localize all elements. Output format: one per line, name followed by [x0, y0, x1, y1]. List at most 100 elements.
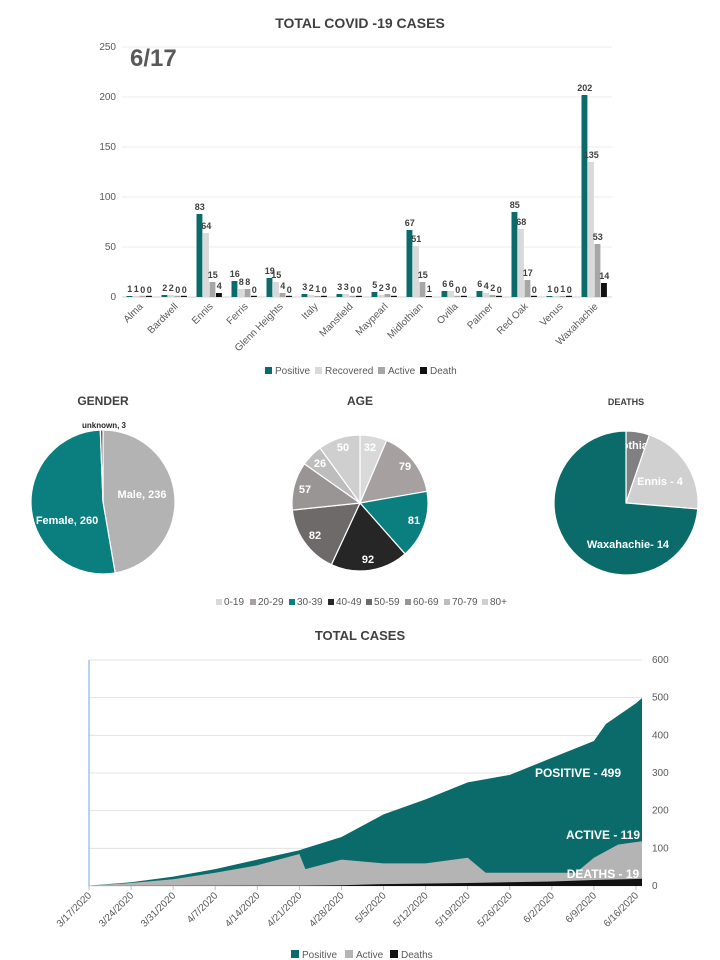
legend-label-positive: Positive [275, 366, 310, 377]
bar-data-label: 16 [230, 269, 240, 279]
bar-data-label: 83 [195, 202, 205, 212]
bar-ovilla-positive [441, 291, 448, 297]
pie-slice-79 [359, 439, 428, 504]
pie-charts-row: GENDER AGE DEATHS Male, 236 Female, 260 un… [30, 394, 699, 608]
legend-swatch-recovered [315, 367, 322, 374]
area-series-positive [89, 698, 642, 886]
bar-ferris-recovered [238, 289, 244, 297]
bar-data-label: 0 [497, 285, 502, 295]
bar-x-tick-label: Red Oak [495, 301, 531, 337]
age-legend-swatch-20-29 [250, 599, 256, 605]
bar-red-oak-death [531, 295, 537, 297]
bar-data-label: 0 [175, 285, 180, 295]
bar-data-label: 4 [217, 281, 222, 291]
bar-x-tick-label: Ennis [190, 301, 215, 326]
bar-palmer-active [489, 295, 496, 297]
age-legend-label-20-29: 20-29 [258, 597, 284, 608]
bar-maypearl-recovered [378, 295, 384, 297]
bar-data-label: 0 [182, 285, 187, 295]
bar-x-tick-label: Venus [538, 301, 565, 328]
bar-y-tick-label: 250 [99, 42, 116, 53]
area-y-tick-label: 100 [652, 843, 669, 854]
pie-label-57: 57 [299, 484, 311, 496]
pie-label-unknown-3: unknown, 3 [82, 421, 127, 430]
bar-data-label: 51 [411, 234, 421, 244]
area-x-tick-label: 6/9/2020 [564, 890, 600, 926]
pie-slice-50 [319, 434, 361, 505]
area-x-tick-label: 3/17/2020 [55, 890, 95, 930]
bar-data-label: 15 [271, 270, 281, 280]
area-legend-swatch-active [345, 950, 353, 958]
bar-data-label: 0 [322, 285, 327, 295]
age-legend-swatch-60-69 [405, 599, 411, 605]
gender-pie-title: GENDER [77, 394, 129, 408]
bar-mansfield-death [356, 295, 362, 297]
bar-x-tick-label: Palmer [465, 301, 496, 332]
bar-data-label: 1 [427, 284, 432, 294]
bar-italy-recovered [308, 295, 314, 297]
bar-waxahachie-recovered [588, 162, 594, 297]
age-legend-swatch-70-79 [444, 599, 450, 605]
bar-data-label: 0 [455, 285, 460, 295]
pie-slice-female-260 [30, 429, 116, 575]
area-x-tick-label: 5/26/2020 [476, 890, 516, 930]
area-x-tick-label: 6/16/2020 [602, 890, 642, 930]
bar-data-label: 6 [477, 279, 482, 289]
bar-italy-active [314, 296, 321, 297]
bar-glenn-heights-active [279, 293, 286, 297]
bar-alma-positive [126, 296, 133, 297]
bar-data-label: 17 [523, 268, 533, 278]
bar-ovilla-recovered [448, 291, 454, 297]
pie-slice-82 [291, 502, 361, 566]
bar-data-label: 0 [287, 285, 292, 295]
age-legend-label-60-69: 60-69 [413, 597, 439, 608]
age-legend-label-80: 80+ [490, 597, 507, 608]
bar-y-tick-label: 50 [105, 242, 117, 253]
pie-label-waxahachie-14: Waxahachie- 14 [587, 539, 670, 551]
bar-bardwell-active [174, 295, 181, 297]
bar-alma-active [139, 295, 146, 297]
age-legend-swatch-50-59 [366, 599, 372, 605]
bar-chart-title: TOTAL COVID -19 CASES [275, 15, 445, 31]
area-legend-label-active: Active [356, 950, 384, 960]
bar-x-tick-label: Italy [300, 301, 321, 322]
bar-data-label: 2 [379, 283, 384, 293]
pie-label-32: 32 [364, 442, 376, 454]
bar-italy-positive [301, 294, 308, 297]
bar-x-tick-label: Mansfield [318, 301, 356, 339]
area-y-tick-label: 300 [652, 768, 669, 779]
bar-bardwell-positive [161, 295, 168, 297]
total-cases-area-chart: TOTAL CASES 0 100 200 300 400 500 600 POSITIVE… [55, 628, 669, 960]
bar-venus-recovered [553, 295, 559, 297]
bar-maypearl-positive [371, 292, 378, 297]
bar-palmer-positive [476, 291, 483, 297]
deaths-pie-title: DEATHS [608, 397, 644, 407]
bar-y-tick-label: 150 [99, 142, 116, 153]
bar-mansfield-active [349, 295, 356, 297]
pie-slice-92 [330, 501, 406, 572]
bar-data-label: 2 [169, 283, 174, 293]
bar-data-label: 2 [490, 283, 495, 293]
bar-data-label: 6 [449, 279, 454, 289]
age-legend-label-30-39: 30-39 [297, 597, 323, 608]
bar-midlothian-recovered [413, 246, 419, 297]
bar-red-oak-active [524, 280, 531, 297]
bar-midlothian-positive [406, 230, 413, 297]
bar-glenn-heights-recovered [273, 282, 279, 297]
bar-data-label: 0 [392, 285, 397, 295]
bar-mansfield-recovered [343, 294, 349, 297]
pie-label-female-260: Female, 260 [36, 515, 98, 527]
bar-glenn-heights-death [286, 295, 292, 297]
bar-ennis-active [209, 282, 216, 297]
age-legend-swatch-40-49 [328, 599, 334, 605]
bar-italy-death [321, 295, 327, 297]
bar-data-label: 1 [134, 284, 139, 294]
age-legend-label-70-79: 70-79 [452, 597, 478, 608]
bar-ennis-recovered [203, 233, 209, 297]
pie-label-50: 50 [337, 442, 349, 454]
age-legend-label-40-49: 40-49 [336, 597, 362, 608]
area-series-active [89, 841, 642, 886]
bar-data-label: 15 [208, 270, 218, 280]
bar-data-label: 2 [309, 283, 314, 293]
area-annotation-positive-499: POSITIVE - 499 [535, 766, 621, 780]
